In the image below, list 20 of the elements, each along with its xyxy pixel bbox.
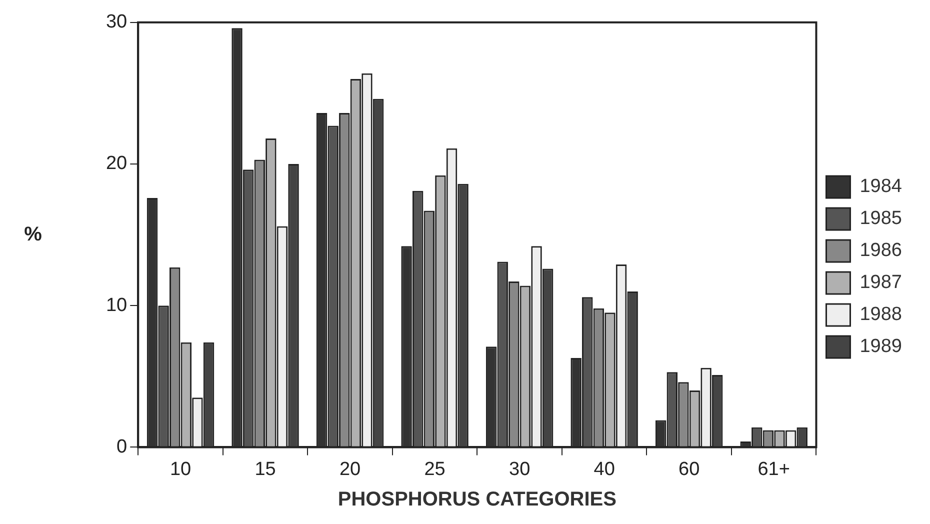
x-tick-label: 40: [594, 458, 615, 480]
x-tick-label: 20: [339, 458, 361, 480]
x-tick-label: 60: [678, 458, 700, 480]
x-tick-label: 25: [424, 458, 446, 480]
y-tick-label: 0: [116, 436, 128, 458]
x-tick-label: 61+: [758, 458, 790, 480]
y-tick-label: 10: [106, 294, 128, 316]
y-tick-label: 20: [106, 153, 128, 174]
legend-label: 1989: [860, 336, 902, 358]
x-tick-label: 15: [254, 458, 276, 480]
x-tick-label: 30: [508, 458, 530, 480]
y-axis-title: %: [24, 223, 42, 246]
legend-label: 1986: [860, 240, 902, 262]
x-axis-title: PHOSPHORUS CATEGORIES: [338, 488, 616, 511]
x-tick-label: 10: [170, 458, 192, 480]
legend-label: 1988: [860, 304, 902, 326]
y-tick-label: 30: [106, 12, 128, 33]
legend-label: 1985: [860, 208, 902, 230]
legend-label: 1987: [860, 272, 902, 294]
legend-label: 1984: [860, 176, 902, 198]
